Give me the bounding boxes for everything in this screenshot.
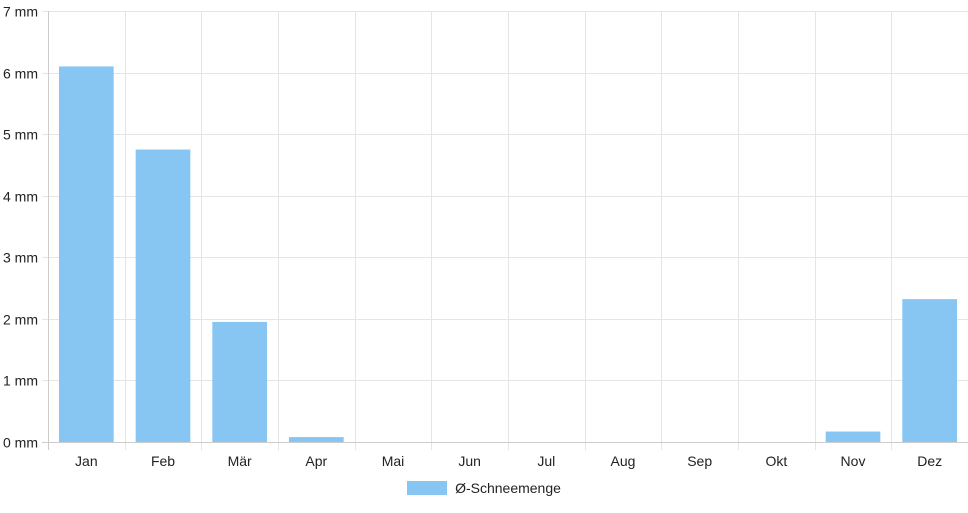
bar-jan	[59, 66, 114, 443]
y-tick-label: 6 mm	[3, 66, 38, 82]
bar-nov	[825, 431, 881, 442]
x-tick-label: Mai	[382, 453, 405, 469]
x-tick-label: Nov	[841, 453, 866, 469]
grid	[42, 11, 968, 450]
legend-label: Ø-Schneemenge	[455, 480, 561, 496]
x-tick-label: Apr	[305, 453, 327, 469]
x-tick-label: Sep	[687, 453, 712, 469]
legend-swatch	[407, 481, 448, 495]
bar-dez	[902, 299, 957, 442]
x-tick-label: Aug	[611, 453, 636, 469]
y-tick-label: 0 mm	[3, 435, 38, 451]
x-tick-label: Okt	[765, 453, 787, 469]
bar-mär	[212, 321, 267, 442]
y-tick-label: 7 mm	[3, 4, 38, 20]
x-tick-label: Jan	[75, 453, 98, 469]
bars	[59, 66, 957, 443]
y-tick-label: 5 mm	[3, 127, 38, 143]
x-tick-label: Jun	[458, 453, 481, 469]
y-tick-label: 1 mm	[3, 373, 38, 389]
y-tick-label: 2 mm	[3, 312, 38, 328]
x-tick-label: Jul	[537, 453, 555, 469]
bar-apr	[289, 437, 344, 442]
x-tick-label: Dez	[917, 453, 942, 469]
axes: 0 mm 1 mm 2 mm 3 mm 4 mm 5 mm 6 mm 7 mm Jan Feb Mä…	[3, 4, 968, 469]
y-tick-label: 4 mm	[3, 189, 38, 205]
legend[interactable]: Ø-Schneemenge	[0, 480, 968, 496]
bar-feb	[135, 149, 191, 443]
x-tick-label: Feb	[151, 453, 175, 469]
y-tick-label: 3 mm	[3, 250, 38, 266]
x-tick-label: Mär	[228, 453, 252, 469]
